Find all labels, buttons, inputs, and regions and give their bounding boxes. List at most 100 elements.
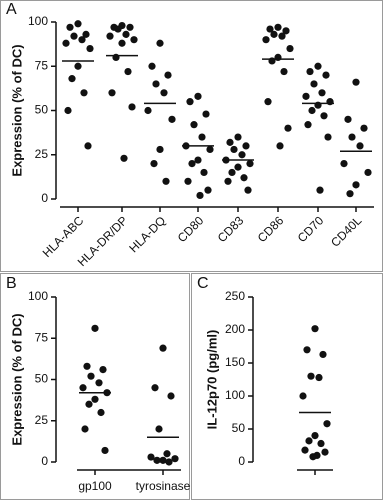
data-point bbox=[320, 112, 328, 120]
data-point bbox=[346, 190, 354, 198]
data-point bbox=[74, 20, 82, 28]
data-point bbox=[360, 124, 368, 132]
y-tick-label: 100 bbox=[225, 388, 245, 402]
data-point bbox=[70, 32, 78, 40]
data-point bbox=[356, 142, 364, 150]
data-point bbox=[165, 458, 173, 466]
data-point bbox=[302, 92, 310, 100]
data-point bbox=[66, 23, 74, 31]
data-point bbox=[120, 154, 128, 162]
panel-frame bbox=[0, 273, 190, 500]
data-point bbox=[340, 160, 348, 168]
data-point bbox=[99, 366, 107, 374]
data-point bbox=[78, 36, 86, 44]
y-tick-label: 100 bbox=[28, 289, 48, 303]
data-point bbox=[168, 115, 176, 123]
data-point bbox=[204, 186, 212, 194]
y-tick-label: 250 bbox=[225, 289, 245, 303]
panel-letter: C bbox=[197, 275, 209, 292]
y-axis-title: Expression (% of DC) bbox=[9, 313, 24, 445]
data-point bbox=[307, 372, 315, 380]
data-point bbox=[270, 30, 278, 38]
y-tick-label: 0 bbox=[41, 454, 48, 468]
data-point bbox=[278, 32, 286, 40]
x-tick-label: CD86 bbox=[255, 213, 287, 245]
data-point bbox=[190, 121, 198, 129]
data-point bbox=[299, 392, 307, 400]
data-point bbox=[309, 453, 317, 461]
data-point bbox=[242, 142, 250, 150]
data-point bbox=[198, 133, 206, 141]
data-point bbox=[324, 133, 332, 141]
data-point bbox=[194, 92, 202, 100]
data-point bbox=[311, 432, 319, 440]
y-axis-title: IL-12p70 (pg/ml) bbox=[204, 330, 219, 430]
data-point bbox=[62, 39, 70, 47]
data-point bbox=[274, 23, 282, 31]
data-point bbox=[156, 39, 164, 47]
data-point bbox=[64, 106, 72, 115]
data-point bbox=[276, 142, 284, 150]
y-tick-label: 50 bbox=[35, 103, 49, 117]
data-point bbox=[280, 67, 288, 76]
panel-letter: A bbox=[6, 1, 17, 18]
data-point bbox=[284, 124, 292, 132]
panel-letter: B bbox=[6, 275, 17, 292]
data-point bbox=[264, 98, 272, 106]
y-tick-label: 75 bbox=[35, 58, 49, 72]
data-point bbox=[167, 392, 175, 400]
y-tick-label: 75 bbox=[35, 330, 49, 344]
data-point bbox=[153, 456, 161, 464]
data-point bbox=[308, 106, 316, 115]
data-point bbox=[82, 30, 90, 38]
data-point bbox=[364, 168, 372, 177]
data-point bbox=[150, 160, 158, 168]
x-tick-label: tyrosinase bbox=[136, 479, 191, 493]
data-point bbox=[305, 437, 313, 445]
y-tick-label: 150 bbox=[225, 355, 245, 369]
data-point bbox=[286, 44, 294, 53]
x-tick-label: CD80 bbox=[175, 213, 207, 245]
y-tick-label: 100 bbox=[28, 14, 48, 28]
x-tick-label: CD40L bbox=[328, 213, 365, 250]
data-point bbox=[184, 177, 192, 185]
data-point bbox=[118, 39, 126, 47]
data-point bbox=[344, 115, 352, 123]
data-point bbox=[95, 379, 103, 387]
data-point bbox=[202, 110, 210, 118]
data-point bbox=[314, 62, 322, 70]
data-point bbox=[304, 121, 312, 129]
data-point bbox=[234, 133, 242, 141]
data-point bbox=[86, 44, 94, 53]
data-point bbox=[130, 36, 138, 44]
data-point bbox=[91, 324, 99, 332]
data-point bbox=[310, 80, 318, 88]
data-point bbox=[200, 168, 208, 177]
y-tick-label: 50 bbox=[35, 372, 49, 386]
y-tick-label: 25 bbox=[35, 147, 49, 161]
data-point bbox=[319, 350, 327, 359]
y-tick-label: 0 bbox=[41, 191, 48, 205]
data-point bbox=[228, 168, 236, 177]
data-point bbox=[186, 98, 194, 106]
data-point bbox=[317, 439, 325, 448]
data-point bbox=[224, 177, 232, 185]
x-tick-label: gp100 bbox=[78, 479, 112, 493]
data-point bbox=[74, 62, 82, 70]
x-tick-label: CD83 bbox=[215, 213, 247, 245]
data-point bbox=[163, 450, 171, 458]
data-point bbox=[238, 151, 246, 159]
data-point bbox=[126, 23, 134, 31]
data-point bbox=[226, 138, 234, 146]
data-point bbox=[155, 425, 163, 433]
data-point bbox=[160, 89, 168, 97]
data-point bbox=[79, 384, 87, 392]
y-tick-label: 25 bbox=[35, 413, 49, 427]
data-point bbox=[101, 446, 109, 455]
data-point bbox=[244, 186, 252, 194]
data-point bbox=[171, 455, 179, 463]
data-point bbox=[83, 362, 91, 370]
data-point bbox=[85, 400, 93, 408]
data-point bbox=[81, 425, 89, 433]
